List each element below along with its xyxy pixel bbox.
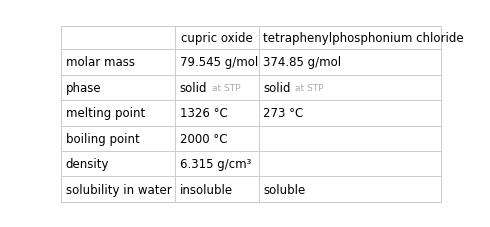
Text: solid: solid [180, 81, 207, 94]
Text: 374.85 g/mol: 374.85 g/mol [263, 56, 342, 69]
Text: 1326 °C: 1326 °C [180, 107, 227, 120]
Text: cupric oxide: cupric oxide [181, 32, 253, 45]
Text: solubility in water: solubility in water [66, 183, 172, 196]
Text: solid: solid [263, 81, 291, 94]
Text: insoluble: insoluble [180, 183, 233, 196]
Text: 6.315 g/cm³: 6.315 g/cm³ [180, 158, 251, 170]
Text: 79.545 g/mol: 79.545 g/mol [180, 56, 258, 69]
Text: density: density [66, 158, 109, 170]
Text: 2000 °C: 2000 °C [180, 132, 227, 145]
Text: boiling point: boiling point [66, 132, 140, 145]
Text: soluble: soluble [263, 183, 306, 196]
Text: at STP: at STP [212, 84, 240, 92]
Text: molar mass: molar mass [66, 56, 135, 69]
Text: tetraphenylphosphonium chloride: tetraphenylphosphonium chloride [263, 32, 464, 45]
Text: melting point: melting point [66, 107, 145, 120]
Text: phase: phase [66, 81, 101, 94]
Text: at STP: at STP [295, 84, 324, 92]
Text: 273 °C: 273 °C [263, 107, 303, 120]
